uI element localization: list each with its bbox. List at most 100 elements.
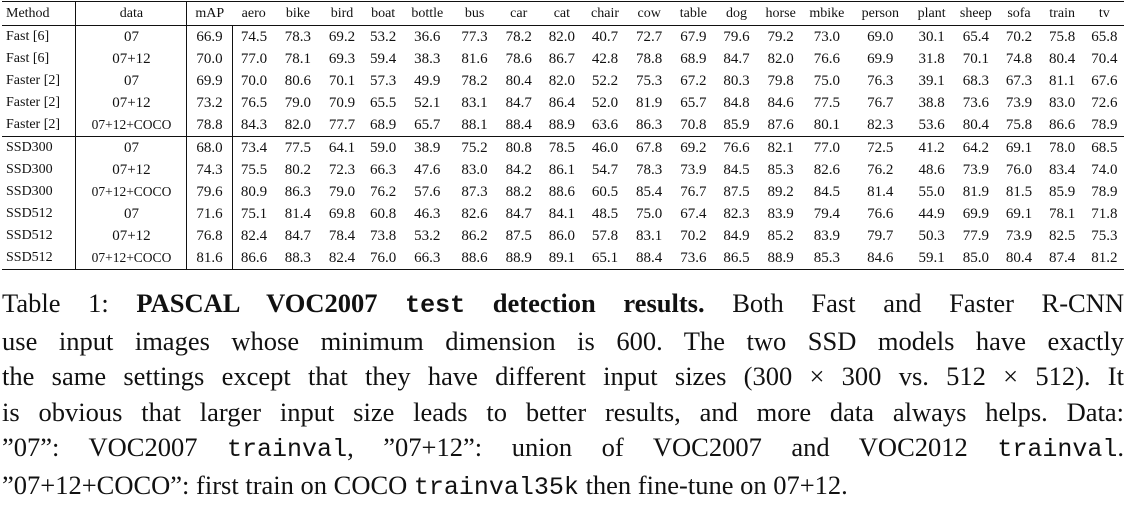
column-header-bottle: bottle	[402, 1, 452, 26]
cell-map: 74.3	[186, 159, 233, 181]
cell-map: 78.8	[186, 114, 233, 137]
cell-aero: 75.5	[240, 162, 268, 178]
cell-bus: 87.3	[461, 184, 488, 200]
cell-data: 07+12+COCO	[75, 114, 188, 137]
cell-mbike: 84.5	[813, 184, 841, 200]
cell-map: 71.6	[186, 203, 233, 225]
cell-method: SSD300	[2, 136, 77, 159]
cell-dog: 85.9	[714, 114, 759, 137]
cell-bottle: 38.9	[414, 140, 441, 156]
cell-cat: 78.5	[548, 140, 575, 156]
cell-bus: 83.1	[461, 95, 488, 111]
cell-car: 84.7	[505, 206, 532, 222]
cell-mbike: 80.1	[803, 114, 851, 137]
cell-sofa: 81.5	[1005, 184, 1033, 200]
cell-horse: 85.2	[767, 228, 794, 244]
cell-cat: 89.1	[540, 247, 584, 270]
table-row: SSD512 07 71.6 75.1 81.4 69.8 60.8 46.3 82.6 84.7…	[2, 203, 1124, 225]
cell-map: 81.6	[186, 247, 233, 270]
cell-horse: 89.2	[767, 184, 794, 200]
cell-table: 65.7	[680, 95, 707, 111]
cell-aero: 80.9	[240, 184, 268, 200]
cell-sofa: 73.9	[1005, 95, 1033, 111]
column-header-person: person	[850, 1, 911, 26]
cell-person: 79.7	[867, 228, 894, 244]
cell-sheep: 65.4	[962, 29, 989, 45]
cell-dog: 79.6	[723, 29, 750, 45]
cell-bus: 88.1	[451, 114, 498, 137]
caption-line-5-a: ”07”: VOC2007	[2, 432, 228, 462]
column-header-chair: chair	[583, 1, 627, 26]
cell-sofa: 74.8	[1005, 51, 1033, 67]
cell-train: 85.9	[1049, 184, 1076, 200]
table-row: Faster [2] 07+12 73.2 76.5 79.0 70.9 65.5 52.1 8…	[2, 92, 1124, 114]
cell-tv: 74.0	[1091, 162, 1118, 178]
cell-data: 07	[75, 25, 188, 48]
cell-dog: 82.3	[723, 206, 750, 222]
results-table: Method data mAP aero bike bird boat bottle bus ca…	[2, 1, 1124, 270]
cell-person: 76.3	[867, 73, 894, 89]
column-header-boat: boat	[363, 1, 403, 26]
table-row: Fast [6] 07 66.9 74.5 78.3 69.2 53.2 36.6 77.3 78…	[2, 25, 1124, 48]
cell-aero: 75.1	[240, 206, 268, 222]
column-header-aero: aero	[232, 1, 276, 26]
cell-train: 87.4	[1039, 247, 1085, 270]
caption-line-6-b: then fine-tune on 07+12.	[578, 469, 848, 500]
caption-line-5: ”07”: VOC2007 trainval, ”07+12”: union o…	[2, 430, 1124, 468]
cell-car: 78.6	[505, 51, 532, 67]
cell-method: SSD300	[2, 159, 77, 181]
cell-sofa: 73.9	[1005, 228, 1033, 244]
cell-data: 07+12+COCO	[75, 247, 188, 270]
cell-tv: 70.4	[1091, 51, 1118, 67]
cell-aero: 86.6	[232, 247, 276, 270]
cell-plant: 53.6	[910, 114, 954, 137]
cell-horse: 85.3	[767, 162, 794, 178]
cell-bottle: 66.3	[402, 247, 452, 270]
column-header-bird: bird	[320, 1, 364, 26]
cell-bike: 88.3	[275, 247, 321, 270]
table-header-row: Method data mAP aero bike bird boat bottle bus ca…	[2, 1, 1124, 26]
cell-sheep: 85.0	[953, 247, 999, 270]
cell-aero: 82.4	[240, 228, 268, 244]
cell-train: 83.0	[1049, 95, 1076, 111]
cell-horse: 88.9	[758, 247, 804, 270]
cell-train: 75.8	[1049, 29, 1076, 45]
cell-aero: 74.5	[240, 29, 268, 45]
cell-person: 76.2	[867, 162, 894, 178]
cell-table: 76.7	[680, 184, 707, 200]
cell-car: 87.5	[505, 228, 532, 244]
cell-bottle: 36.6	[414, 29, 441, 45]
cell-bike: 77.5	[284, 140, 311, 156]
cell-train: 86.6	[1039, 114, 1085, 137]
cell-bottle: 52.1	[414, 95, 441, 111]
cell-train: 83.4	[1049, 162, 1076, 178]
cell-data: 07+12	[75, 159, 188, 181]
cell-table: 67.9	[680, 29, 707, 45]
cell-table: 70.8	[671, 114, 715, 137]
cell-sofa: 70.2	[1005, 29, 1033, 45]
cell-map: 76.8	[186, 225, 233, 247]
caption-line-3: the same settings except that they have …	[2, 361, 1124, 391]
cell-bird: 70.9	[328, 95, 356, 111]
cell-horse: 82.0	[767, 51, 794, 67]
cell-data: 07+12	[75, 48, 188, 70]
caption-line-2: use input images whose minimum dimension…	[2, 325, 1124, 356]
cell-cow: 75.3	[636, 73, 663, 89]
cell-chair: 42.8	[591, 51, 619, 67]
cell-cat: 84.1	[548, 206, 575, 222]
column-header-map: mAP	[186, 1, 233, 26]
cell-person: 76.7	[867, 95, 894, 111]
cell-mbike: 77.5	[813, 95, 841, 111]
cell-cow: 86.3	[626, 114, 672, 137]
cell-bike: 78.3	[284, 29, 311, 45]
cell-cow: 72.7	[636, 29, 663, 45]
cell-tv: 67.6	[1091, 73, 1118, 89]
cell-table: 67.4	[680, 206, 707, 222]
cell-chair: 52.2	[591, 73, 619, 89]
column-header-method: Method	[2, 1, 77, 26]
cell-bus: 82.6	[461, 206, 488, 222]
cell-dog: 86.5	[714, 247, 759, 270]
cell-chair: 54.7	[591, 162, 619, 178]
cell-horse: 84.6	[767, 95, 794, 111]
cell-sheep: 69.9	[962, 206, 989, 222]
